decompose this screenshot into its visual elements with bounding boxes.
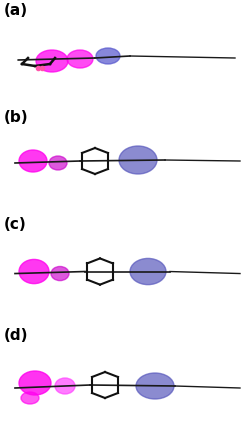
Ellipse shape (49, 157, 67, 171)
Ellipse shape (67, 51, 93, 69)
Ellipse shape (136, 373, 174, 399)
Ellipse shape (96, 49, 120, 65)
Ellipse shape (119, 147, 157, 175)
Ellipse shape (21, 392, 39, 404)
Ellipse shape (19, 260, 49, 284)
Ellipse shape (55, 378, 75, 394)
Ellipse shape (19, 151, 47, 173)
Text: (b): (b) (4, 110, 28, 125)
Ellipse shape (51, 267, 69, 281)
Ellipse shape (19, 371, 51, 395)
Ellipse shape (130, 259, 166, 285)
Text: (c): (c) (4, 216, 27, 232)
Ellipse shape (36, 51, 68, 73)
Text: (d): (d) (4, 327, 28, 342)
Text: (a): (a) (4, 3, 28, 18)
